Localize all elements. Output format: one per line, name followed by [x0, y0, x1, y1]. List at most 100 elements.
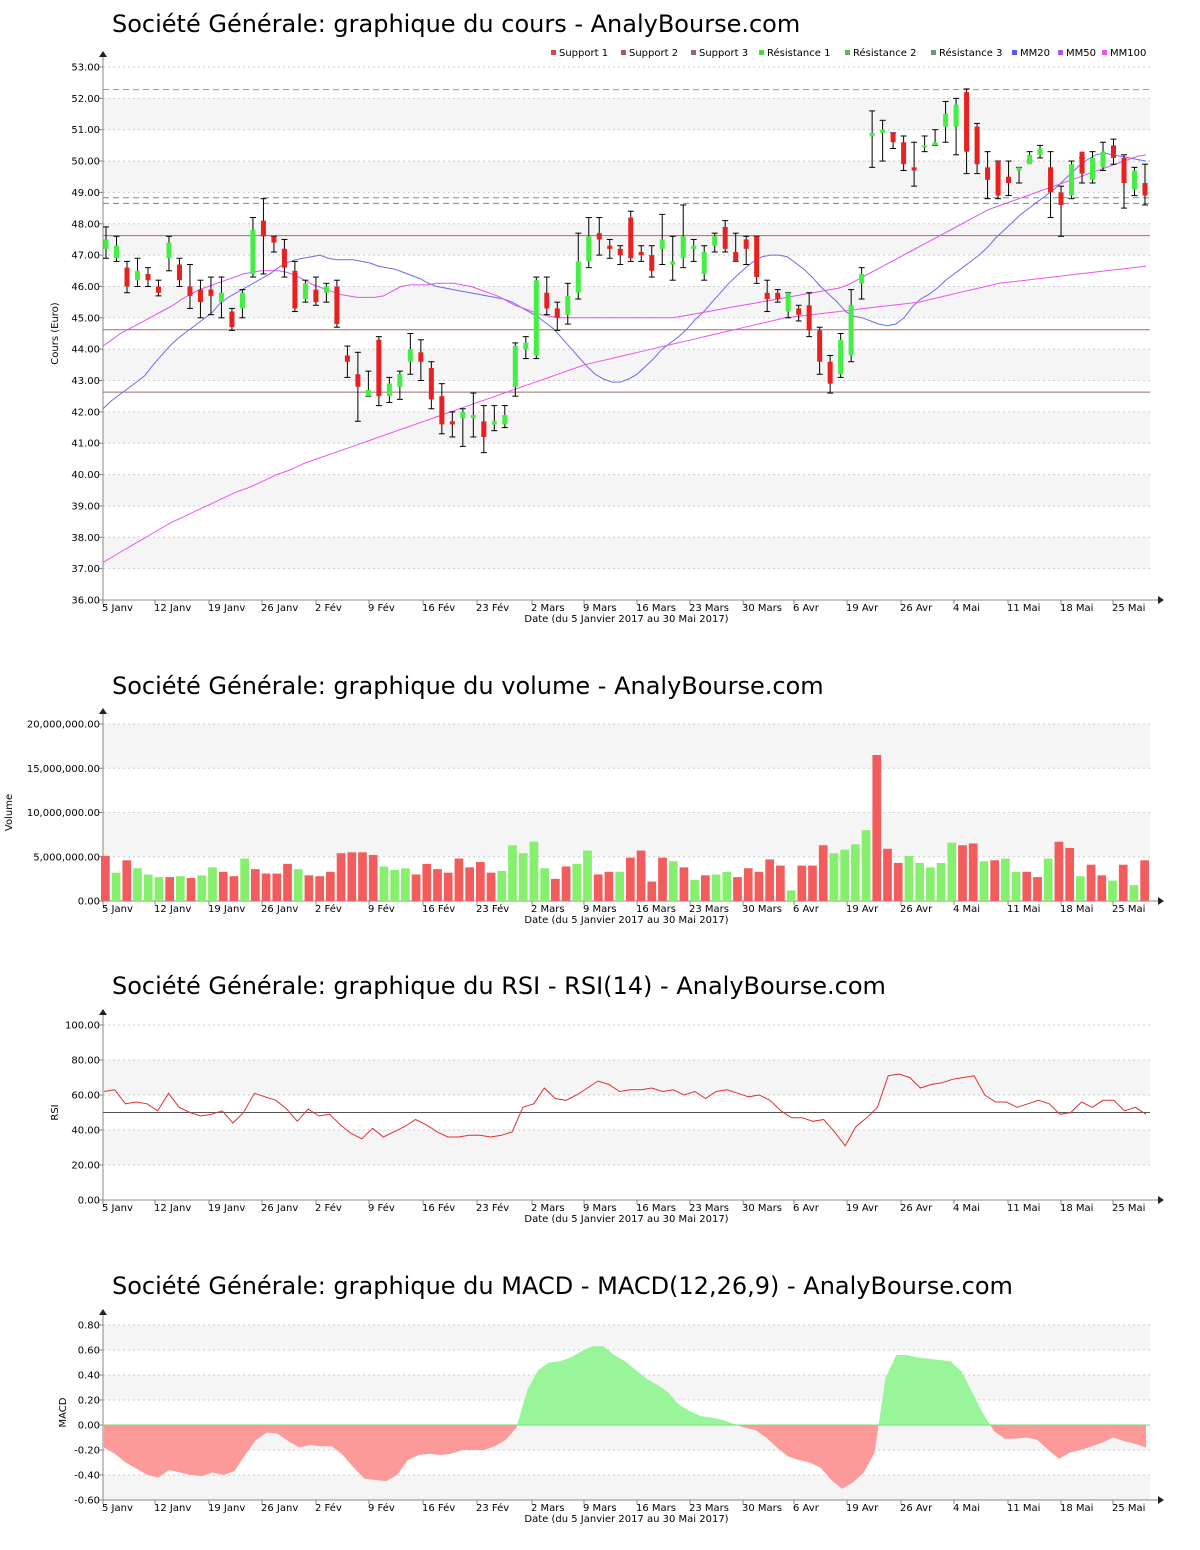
x-tick-label: 2 Mars: [531, 1503, 565, 1514]
candle-body: [628, 217, 634, 259]
x-tick-label: 26 Janv: [261, 904, 298, 915]
x-tick-label: 6 Avr: [793, 1203, 820, 1214]
y-tick-label: 0.20: [78, 1396, 100, 1407]
x-tick-label: 11 Mai: [1007, 1503, 1040, 1514]
volume-bar: [915, 862, 924, 901]
x-axis-label: Date (du 5 Janvier 2017 au 30 Mai 2017): [524, 1214, 728, 1225]
volume-bar: [990, 860, 999, 901]
x-tick-label: 12 Janv: [154, 904, 191, 915]
volume-bar: [1065, 847, 1074, 901]
grid-band: [103, 1475, 1150, 1500]
candle-body: [397, 374, 403, 387]
x-tick-label: 23 Fév: [476, 1502, 509, 1514]
volume-bar: [818, 845, 828, 901]
volume-bar: [861, 830, 871, 901]
candle-body: [323, 286, 329, 293]
x-tick-label: 2 Fév: [315, 903, 342, 915]
volume-bar: [229, 876, 239, 901]
volume-bar: [1118, 864, 1128, 901]
volume-bar: [904, 855, 914, 901]
x-tick-label: 5 Janv: [102, 603, 133, 614]
x-tick-label: 11 Mai: [1007, 603, 1040, 614]
x-tick-label: 30 Mars: [742, 904, 782, 915]
candle-body: [103, 239, 109, 249]
x-tick-label: 16 Fév: [422, 602, 455, 614]
x-axis-arrow: [1158, 596, 1164, 604]
y-axis-arrow: [99, 1309, 107, 1315]
volume-bar: [1033, 877, 1042, 901]
y-tick-label: 42.00: [71, 407, 100, 418]
volume-bar: [1086, 864, 1096, 901]
y-tick-label: 43.00: [71, 376, 100, 387]
candle-body: [1121, 157, 1127, 184]
x-tick-label: 16 Mars: [636, 904, 676, 915]
candle-body: [1048, 167, 1054, 193]
x-tick-label: 26 Avr: [900, 1203, 933, 1214]
candle-body: [701, 251, 707, 274]
y-tick-label: 60.00: [71, 1091, 100, 1102]
volume-bar: [101, 855, 110, 901]
volume-bar: [1011, 871, 1021, 901]
candle-body: [890, 132, 896, 143]
candle-body: [796, 308, 802, 315]
candle-body: [313, 289, 319, 303]
x-tick-label: 26 Janv: [261, 1203, 298, 1214]
candle-body: [418, 352, 424, 362]
candle-body: [733, 251, 739, 262]
volume-bar: [829, 853, 839, 901]
volume-bar: [454, 858, 464, 901]
candle-body: [533, 280, 539, 356]
volume-chart: Société Générale: graphique du volume - …: [0, 672, 1200, 942]
grid-band: [103, 724, 1150, 769]
volume-bar: [958, 845, 967, 901]
candle-body: [176, 264, 182, 281]
x-tick-label: 9 Mars: [583, 603, 617, 614]
legend-swatch: [691, 50, 696, 55]
x-tick-label: 11 Mai: [1007, 904, 1040, 915]
volume-bar: [561, 866, 571, 901]
candle-body: [376, 339, 382, 397]
macd-chart-svg: -0.60 -0.40 -0.20 0.00 0.20 0.40 0.60 0.80 5 Jan…: [58, 1309, 1164, 1525]
volume-bar: [347, 852, 357, 901]
grid-band: [103, 537, 1150, 569]
volume-bar: [658, 857, 667, 901]
candle-body: [943, 114, 949, 127]
grid-band: [103, 1060, 1150, 1095]
y-tick-label: 49.00: [71, 188, 100, 199]
legend-swatch: [845, 50, 850, 55]
x-tick-label: 30 Mars: [742, 603, 782, 614]
grid-band: [103, 1325, 1150, 1350]
candle-body: [281, 248, 287, 268]
volume-bar: [401, 868, 410, 901]
x-tick-label: 18 Mai: [1060, 603, 1093, 614]
candle-body: [187, 286, 193, 296]
volume-bar: [486, 872, 496, 901]
candle-body: [1090, 157, 1096, 180]
y-tick-label: 47.00: [71, 251, 100, 262]
volume-bar: [593, 874, 603, 901]
y-tick-label: 38.00: [71, 533, 100, 544]
x-axis-label: Date (du 5 Janvier 2017 au 30 Mai 2017): [524, 915, 728, 926]
candle-body: [691, 245, 697, 249]
volume-bar: [1054, 841, 1064, 901]
candle-body: [155, 286, 161, 293]
x-tick-label: 25 Mai: [1112, 904, 1145, 915]
x-tick-label: 6 Avr: [793, 603, 820, 614]
x-tick-label: 9 Fév: [368, 1502, 395, 1514]
y-tick-label: 50.00: [71, 157, 100, 168]
x-axis-label: Date (du 5 Janvier 2017 au 30 Mai 2017): [524, 614, 728, 625]
volume-bar: [626, 857, 635, 901]
volume-bar: [358, 852, 367, 901]
x-tick-label: 6 Avr: [793, 1503, 820, 1514]
volume-bar: [443, 872, 453, 901]
y-tick-label: 0.80: [78, 1321, 100, 1332]
candle-body: [659, 239, 665, 249]
volume-bar: [1140, 860, 1149, 901]
candle-body: [785, 292, 791, 312]
x-tick-label: 2 Mars: [531, 1203, 565, 1214]
y-tick-label: 20.00: [71, 1161, 100, 1172]
candle-body: [1058, 192, 1064, 205]
volume-bar: [883, 848, 892, 901]
moving-average-mm100: [102, 265, 1147, 563]
x-tick-label: 4 Mai: [953, 603, 980, 614]
